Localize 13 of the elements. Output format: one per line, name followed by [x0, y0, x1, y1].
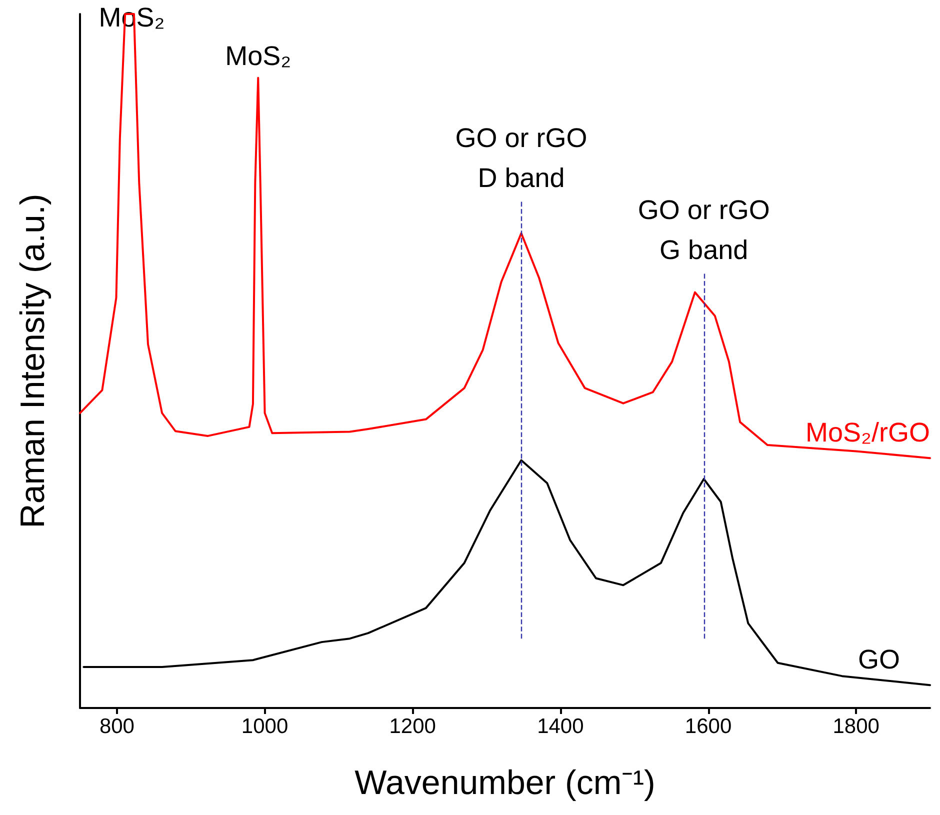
annotation: GO or rGO G band [638, 195, 770, 266]
annotation: MoS₂ [225, 40, 292, 71]
series-label: MoS₂/rGO [806, 418, 930, 448]
annotation: GO or rGO D band [455, 122, 588, 193]
x-tick-label: 1600 [684, 715, 732, 738]
x-axis-title: Wavenumber (cm⁻¹) [354, 764, 656, 802]
x-tick-label: 1400 [537, 715, 584, 738]
x-tick-label: 1800 [832, 715, 880, 738]
series-label: GO [858, 644, 900, 675]
x-tick-label: 1200 [389, 715, 436, 738]
x-tick-label: 800 [99, 715, 134, 738]
y-axis-title: Raman Intensity (a.u.) [14, 194, 52, 528]
x-tick-label: 1000 [241, 715, 288, 738]
